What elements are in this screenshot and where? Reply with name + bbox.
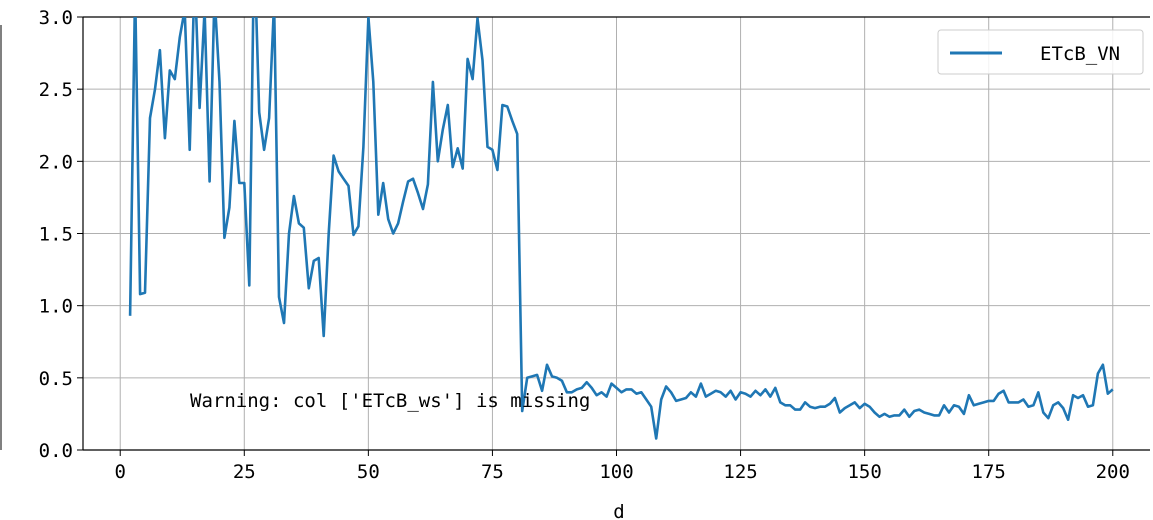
y-tick-label-6: 3.0 bbox=[39, 7, 73, 29]
x-tick-label-0: 0 bbox=[114, 461, 125, 483]
legend-entry-label: ETcB_VN bbox=[1040, 43, 1120, 65]
y-ticks: 0.0 0.5 1.0 1.5 2.0 2.5 3.0 bbox=[39, 7, 83, 462]
x-tick-label-1: 25 bbox=[233, 461, 256, 483]
x-tick-label-8: 200 bbox=[1096, 461, 1130, 483]
x-tick-label-2: 50 bbox=[357, 461, 380, 483]
y-tick-label-2: 1.0 bbox=[39, 296, 73, 318]
x-tick-label-3: 75 bbox=[481, 461, 504, 483]
y-tick-label-4: 2.0 bbox=[39, 151, 73, 173]
x-tick-label-4: 100 bbox=[599, 461, 633, 483]
x-tick-label-5: 125 bbox=[723, 461, 757, 483]
x-tick-label-7: 175 bbox=[972, 461, 1006, 483]
y-tick-label-1: 0.5 bbox=[39, 368, 73, 390]
grid-lines bbox=[83, 17, 1150, 450]
legend: ETcB_VN bbox=[938, 30, 1143, 74]
y-tick-label-5: 2.5 bbox=[39, 79, 73, 101]
x-axis-label: d bbox=[613, 501, 624, 520]
y-tick-label-0: 0.0 bbox=[39, 440, 73, 462]
y-tick-label-3: 1.5 bbox=[39, 224, 73, 246]
x-ticks: 0 25 50 75 100 125 150 175 200 bbox=[114, 450, 1129, 483]
x-tick-label-6: 150 bbox=[847, 461, 881, 483]
warning-annotation: Warning: col ['ETcB_ws'] is missing bbox=[190, 390, 590, 412]
